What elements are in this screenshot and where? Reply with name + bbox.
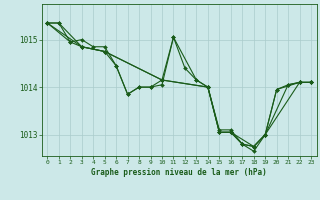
- X-axis label: Graphe pression niveau de la mer (hPa): Graphe pression niveau de la mer (hPa): [91, 168, 267, 177]
